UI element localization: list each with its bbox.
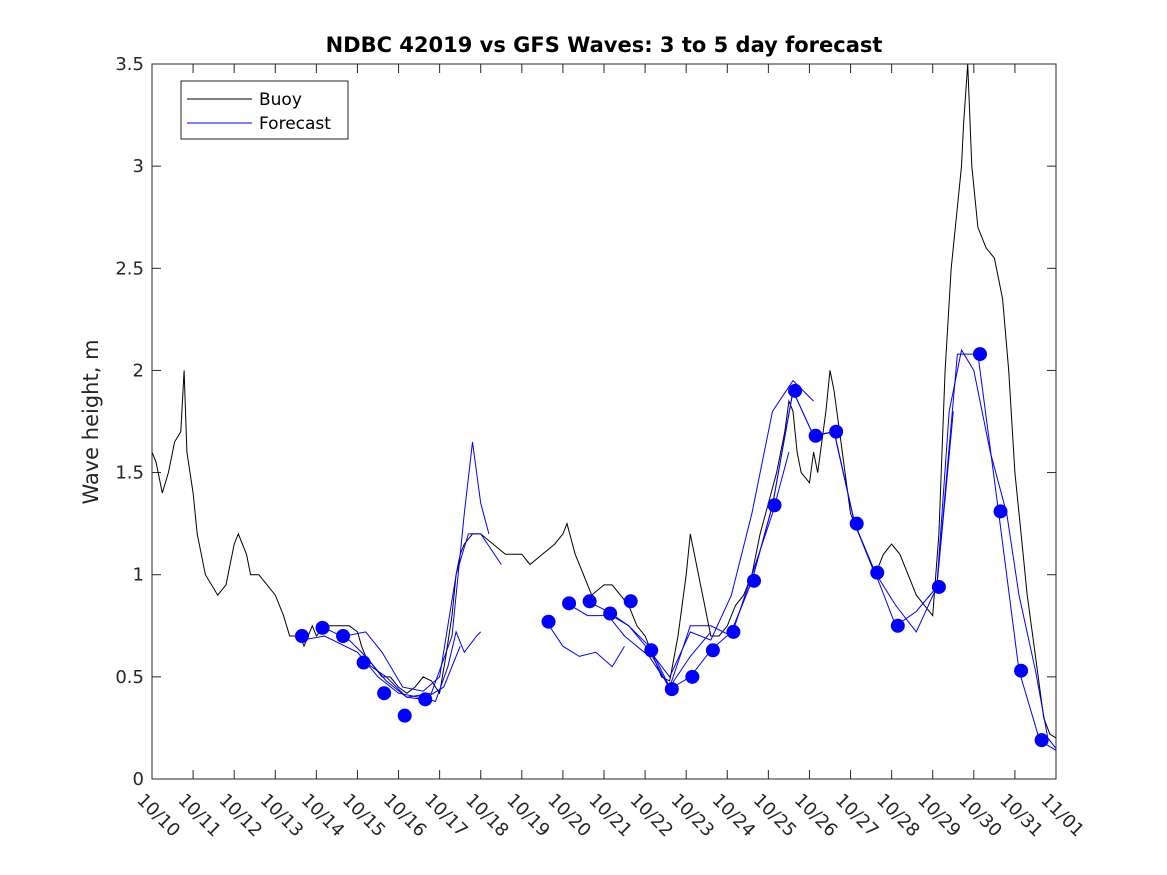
forecast-marker [808,428,823,443]
series-forecast-line [546,621,625,668]
plot-area: 00.511.522.533.510/1010/1110/1210/1310/1… [115,54,1088,841]
forecast-marker [890,618,905,633]
forecast-marker [1014,663,1029,678]
forecast-marker [767,498,782,513]
forecast-marker [972,347,987,362]
legend-box [180,80,349,140]
forecast-marker [746,573,761,588]
forecast-marker [993,504,1008,519]
forecast-marker [623,594,638,609]
legend: Buoy Forecast [180,80,349,140]
legend-forecast-label: Forecast [259,114,331,134]
y-tick-label: 1.5 [115,463,144,484]
forecast-marker [397,708,412,723]
y-tick-label: 0 [133,769,144,790]
forecast-marker [562,596,577,611]
forecast-marker [294,629,309,643]
y-axis-label: Wave height, m [79,339,103,504]
forecast-marker [644,643,659,658]
forecast-marker [603,606,618,621]
forecast-marker [705,643,720,658]
chart-title: NDBC 42019 vs GFS Waves: 3 to 5 day fore… [326,33,883,57]
forecast-marker [356,655,371,670]
y-tick-label: 3 [133,156,144,177]
series-forecast-line [324,441,490,698]
y-tick-label: 3.5 [115,54,144,75]
forecast-marker [377,686,392,701]
y-tick-label: 0.5 [115,667,144,688]
forecast-marker [931,579,946,594]
forecast-marker [664,682,679,697]
series-buoy-line [151,63,1057,739]
forecast-marker [418,692,433,707]
forecast-marker [829,424,844,439]
y-tick-label: 1 [133,565,144,586]
forecast-marker [315,620,330,635]
legend-buoy-label: Buoy [259,90,302,110]
plot-frame [151,63,1057,780]
forecast-marker [788,383,803,398]
series-forecast-line [566,602,712,688]
y-tick-label: 2.5 [115,258,144,279]
forecast-marker [1034,733,1049,748]
series-forecast-line [365,646,461,700]
forecast-marker [582,594,597,609]
forecast-marker [870,565,885,580]
forecast-marker [336,629,351,643]
forecast-marker [541,614,556,629]
series-forecast-line [607,379,814,678]
y-tick-label: 2 [133,360,144,381]
forecast-marker [685,669,700,684]
forecast-marker [726,624,741,639]
forecast-marker [849,516,864,531]
plot-background [152,64,1056,779]
series-forecast-line [345,533,502,692]
